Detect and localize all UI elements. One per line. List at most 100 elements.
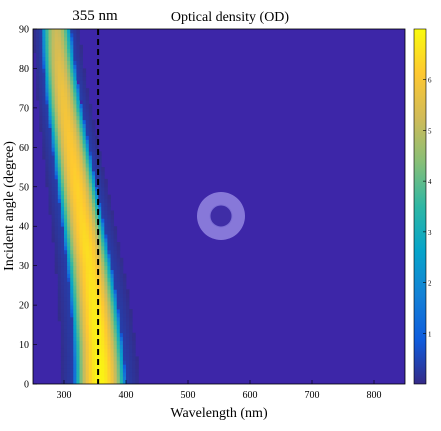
heatmap-cell [64,182,68,188]
heatmap-cell [116,309,121,314]
heatmap-cell [33,32,37,38]
heatmap-cell [91,273,96,278]
heatmap-cell [88,364,93,369]
heatmap-cell [67,96,71,101]
heatmap-cell [70,313,74,318]
heatmap-cell [79,380,83,384]
heatmap-cell [67,60,71,65]
colorbar-tick-label: 6 [428,77,432,85]
heatmap-cell [110,281,114,286]
heatmap-cell [88,210,93,215]
heatmap-cell [73,376,77,381]
heatmap-cell [101,368,105,373]
heatmap-cell [110,293,114,298]
heatmap-cell [57,80,62,85]
heatmap-cell [85,159,90,164]
heatmap-cell [51,135,56,140]
heatmap-cell [76,111,80,117]
heatmap-cell [36,88,40,93]
heatmap-cell [104,253,108,259]
heatmap-cell [95,139,99,144]
heatmap-cell [45,76,49,81]
heatmap-cell [88,376,93,381]
heatmap-cell [98,269,102,274]
heatmap-cell [39,96,43,101]
heatmap-cell [60,48,65,54]
heatmap-cell [54,60,59,65]
heatmap-cell [70,245,74,251]
heatmap-cell [91,281,96,286]
heatmap-cell [57,84,62,89]
heatmap-cell [76,159,80,164]
heatmap-cell [95,309,99,314]
heatmap-cell [64,245,68,251]
heatmap-cell [57,313,62,318]
heatmap-cell [85,313,90,318]
heatmap-cell [64,68,68,73]
heatmap-cell [67,281,71,286]
heatmap-cell [88,293,93,298]
heatmap-cell [104,340,108,345]
heatmap-cell [51,198,56,203]
heatmap-cell [101,364,105,369]
heatmap-cell [119,364,124,369]
heatmap-cell [64,84,68,89]
heatmap-cell [91,376,96,381]
heatmap-cell [104,309,108,314]
heatmap-cell [39,60,43,65]
heatmap-cell [45,64,49,69]
heatmap-cell [73,222,77,227]
heatmap-cell [73,332,77,338]
heatmap-cell [54,218,59,223]
heatmap-cell [119,356,124,361]
heatmap-cell [110,269,114,274]
heatmap-cell [67,265,71,271]
heatmap-cell [54,242,59,247]
heatmap-cell [60,277,65,282]
heatmap-cell [64,328,68,334]
heatmap-cell [73,336,77,342]
heatmap-cell [57,186,62,192]
heatmap-cell [64,174,68,180]
heatmap-cell [82,253,87,259]
heatmap-cell [91,277,96,282]
colorbar-tick-label: 5 [428,127,432,135]
heatmap-cell [76,249,80,255]
heatmap-cell [98,301,102,306]
heatmap-cell [101,182,105,188]
heatmap-cell [122,301,127,306]
heatmap-cell [45,44,49,50]
heatmap-cell [64,194,68,200]
heatmap-cell [76,68,80,73]
heatmap-cell [98,316,102,322]
heatmap-cell [76,364,80,369]
heatmap-cell [33,29,37,34]
heatmap-cell [39,64,43,69]
heatmap-cell [91,167,96,172]
heatmap-cell [60,131,65,136]
heatmap-cell [98,340,102,345]
heatmap-cell [51,92,56,97]
heatmap-cell [54,131,59,136]
heatmap-cell [85,202,90,207]
heatmap-cell [110,245,114,251]
heatmap-cell [88,301,93,306]
heatmap-cell [98,332,102,338]
heatmap-cell [76,344,80,349]
heatmap-cell [73,29,77,34]
heatmap-cell [57,190,62,196]
heatmap-cell [122,376,127,381]
heatmap-cell [82,202,87,207]
heatmap-cell [98,273,102,278]
heatmap-cell [57,234,62,239]
heatmap-cell [60,265,65,271]
heatmap-cell [54,190,59,196]
heatmap-cell [107,234,111,239]
heatmap-cell [57,273,62,278]
heatmap-cell [45,119,49,125]
heatmap-cell [85,261,90,267]
heatmap-cell [67,64,71,69]
heatmap-cell [73,277,77,282]
heatmap-cell [54,151,59,156]
heatmap-cell [54,174,59,180]
